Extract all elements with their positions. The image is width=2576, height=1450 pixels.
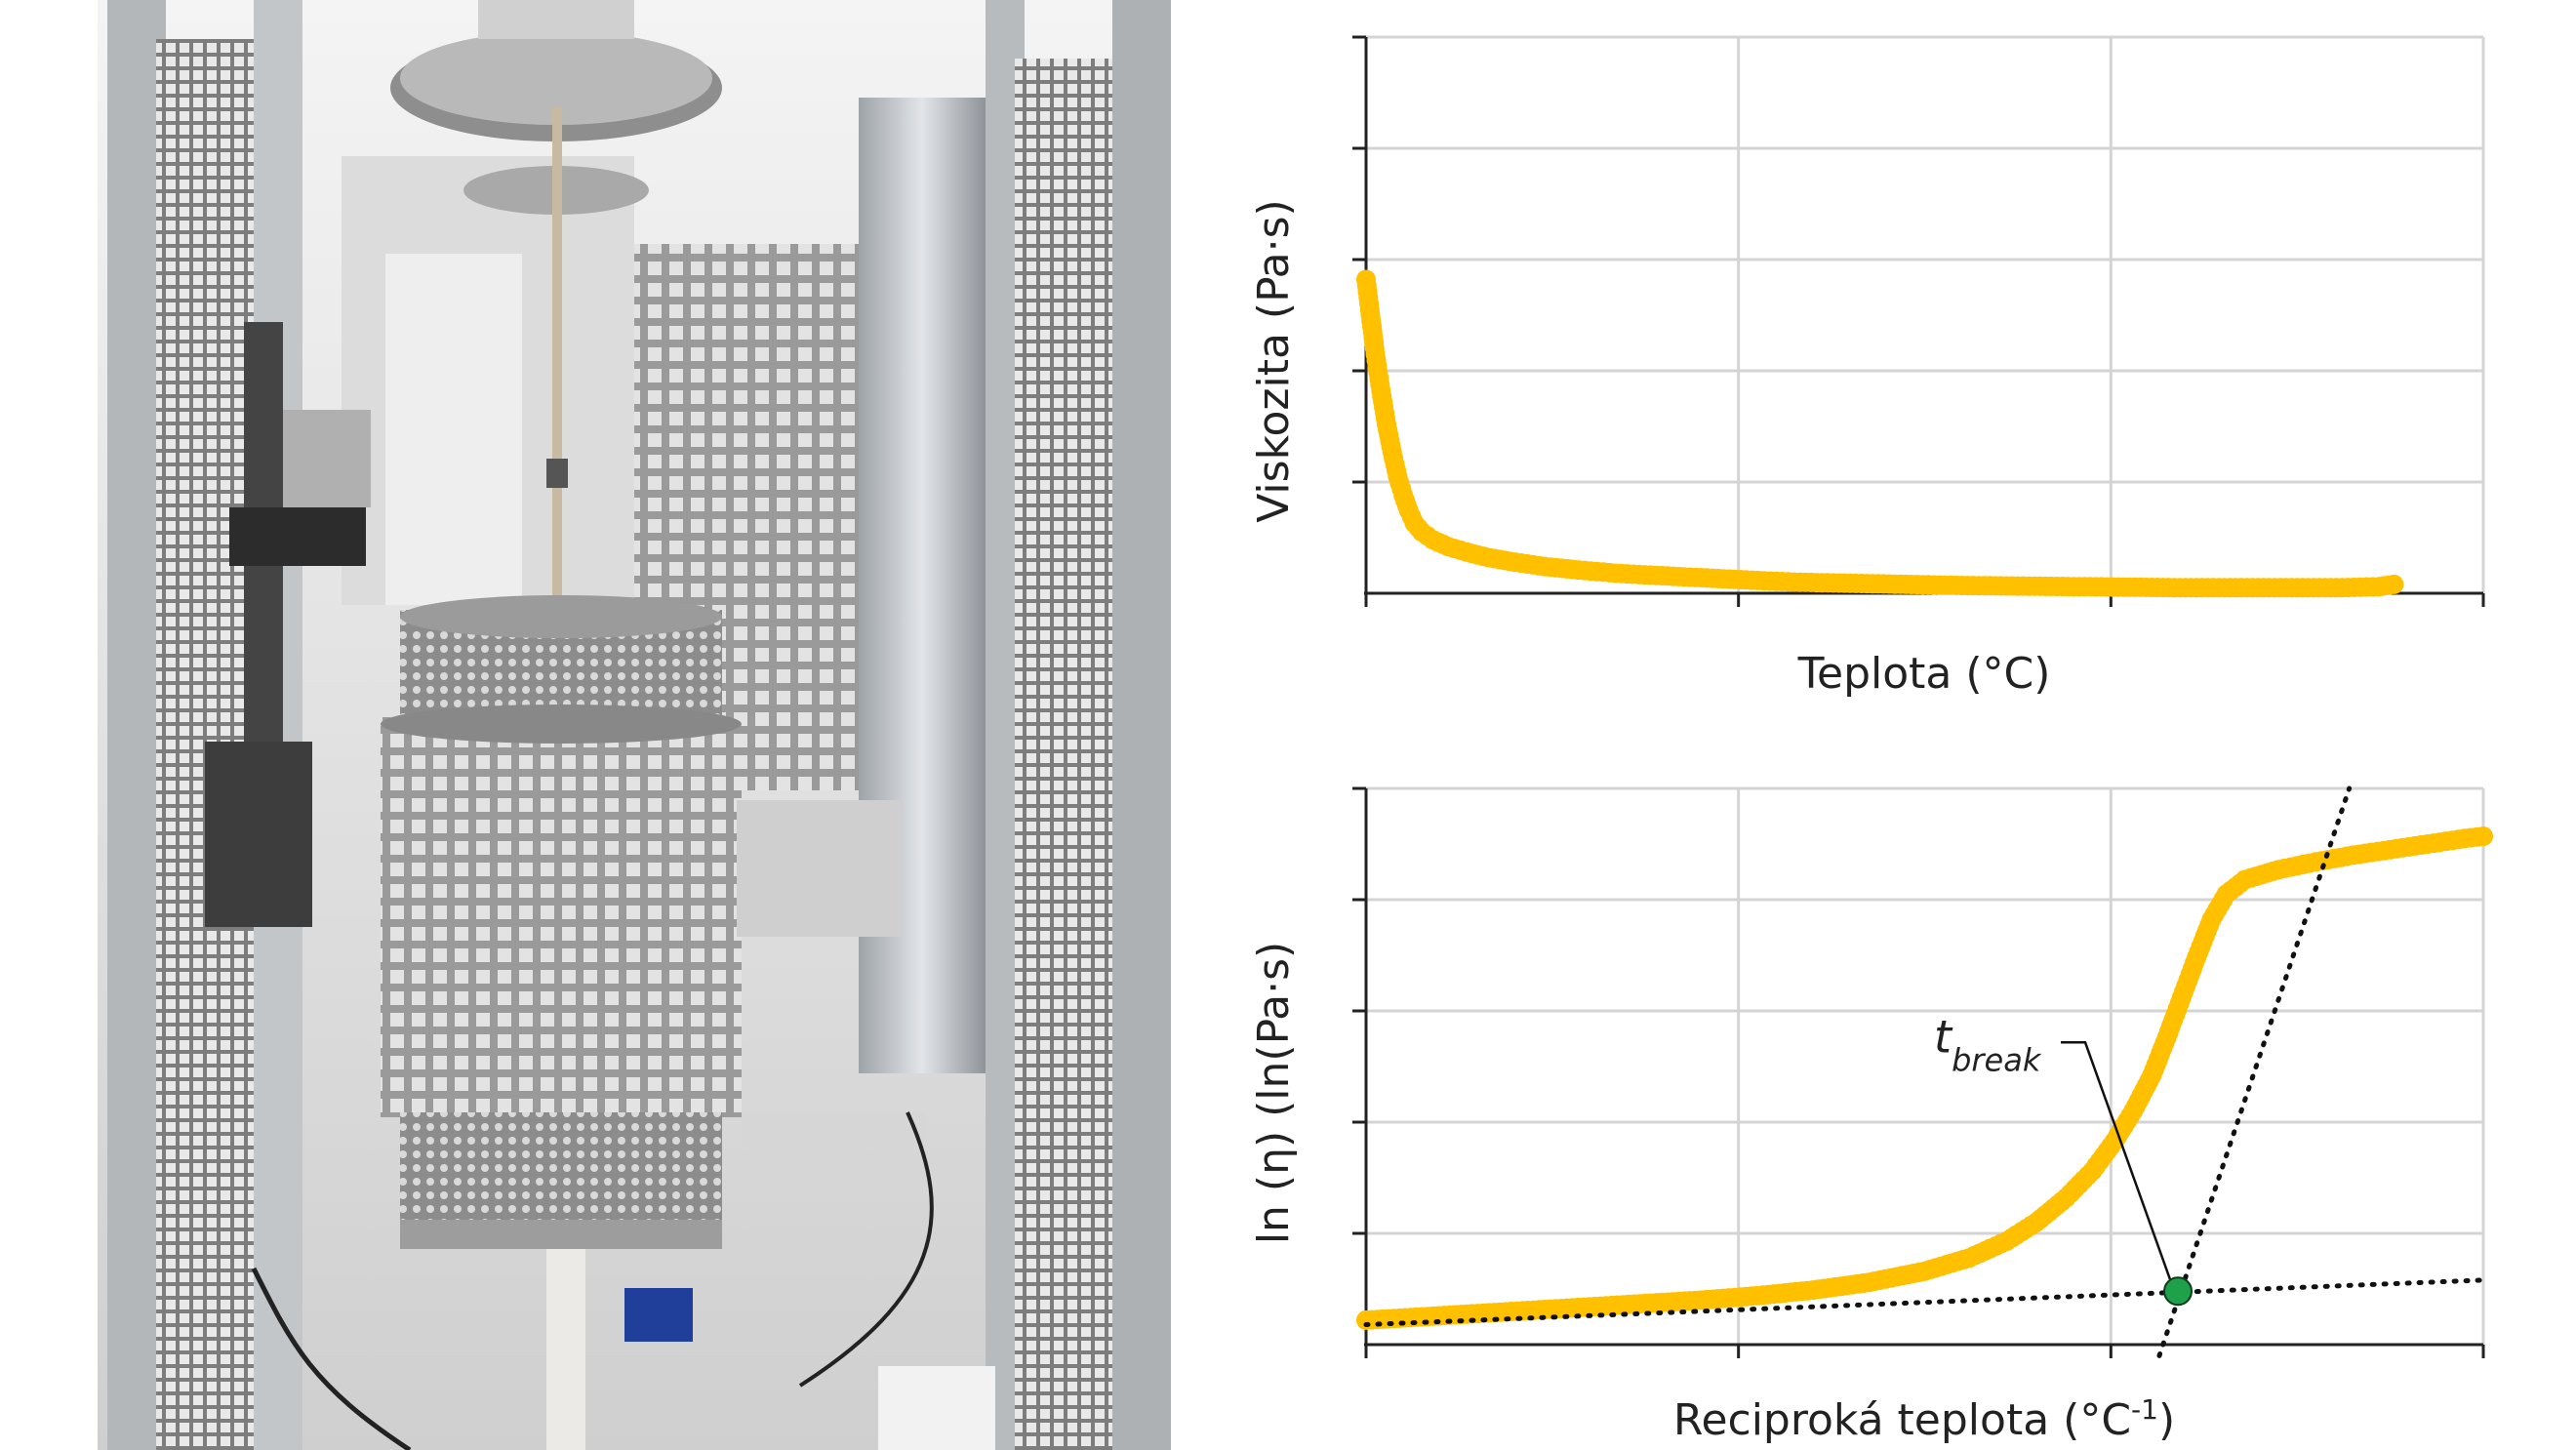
fit-line (1363, 1277, 2486, 1327)
bottom-x-title-close: ) (2158, 1395, 2175, 1445)
top-chart-series (1356, 269, 2404, 598)
break-point-marker: tbreak (1934, 1010, 2194, 1307)
top-chart-grid (1366, 35, 2485, 593)
bottom-chart-axes (1352, 786, 2485, 1358)
bottom-x-title-sup: -1 (2131, 1393, 2158, 1426)
break-label-subscript: break (1952, 1041, 2042, 1078)
bottom-chart-y-axis-title: ln (η) (ln(Pa·s) (1249, 942, 1299, 1244)
top-chart-y-axis-title: Viskozita (Pa·s) (1249, 199, 1299, 522)
bottom-data-point (2474, 826, 2493, 846)
top-data-point (2384, 574, 2404, 594)
bottom-chart-series (1356, 826, 2493, 1330)
break-label-base: t (1934, 1010, 1953, 1063)
furnace-photo-illustration (0, 0, 1229, 1450)
bottom-x-title-main: Reciproká teplota (°C (1673, 1395, 2131, 1445)
bottom-chart-fit-lines (1363, 785, 2486, 1358)
bottom-chart-grid (1366, 786, 2485, 1345)
break-label-leader (2061, 1041, 2172, 1280)
top-chart-x-axis-title: Teplota (°C) (1797, 649, 2051, 699)
viscosity-chart: Teplota (°C) Viskozita (Pa·s) (1249, 35, 2485, 699)
ln-viscosity-chart: tbreak Reciproká teplota (°C-1) ln (η) (… (1249, 785, 2493, 1446)
furnace-photo (0, 0, 1229, 1450)
top-chart-axes (1352, 35, 2485, 607)
bottom-chart-x-axis-title: Reciproká teplota (°C-1) (1673, 1393, 2175, 1446)
break-point-dot (2163, 1276, 2194, 1307)
break-point-label: tbreak (1934, 1010, 2042, 1078)
